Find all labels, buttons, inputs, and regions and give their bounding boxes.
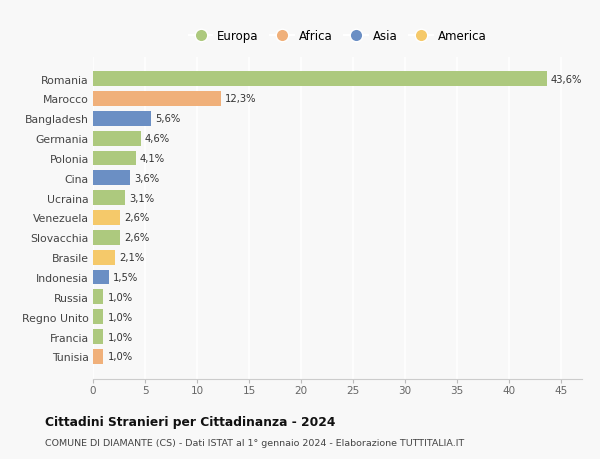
Bar: [93, 171, 130, 186]
Text: 1,0%: 1,0%: [107, 292, 133, 302]
Text: 2,6%: 2,6%: [124, 213, 149, 223]
Text: 2,1%: 2,1%: [119, 252, 144, 263]
Bar: [93, 330, 103, 344]
Text: 1,0%: 1,0%: [107, 352, 133, 362]
Text: 1,5%: 1,5%: [113, 273, 138, 282]
Bar: [93, 92, 221, 106]
Text: 3,1%: 3,1%: [130, 193, 155, 203]
Bar: [93, 310, 103, 325]
Bar: [93, 211, 120, 225]
Text: 4,6%: 4,6%: [145, 134, 170, 144]
Bar: [93, 131, 141, 146]
Text: COMUNE DI DIAMANTE (CS) - Dati ISTAT al 1° gennaio 2024 - Elaborazione TUTTITALI: COMUNE DI DIAMANTE (CS) - Dati ISTAT al …: [45, 438, 464, 448]
Text: 12,3%: 12,3%: [225, 94, 257, 104]
Text: 3,6%: 3,6%: [134, 174, 160, 184]
Bar: [93, 230, 120, 245]
Text: 4,1%: 4,1%: [140, 154, 165, 163]
Bar: [93, 191, 125, 206]
Bar: [93, 349, 103, 364]
Bar: [93, 112, 151, 126]
Bar: [93, 270, 109, 285]
Bar: [93, 72, 547, 87]
Bar: [93, 151, 136, 166]
Text: 43,6%: 43,6%: [551, 74, 582, 84]
Bar: [93, 250, 115, 265]
Bar: [93, 290, 103, 305]
Text: Cittadini Stranieri per Cittadinanza - 2024: Cittadini Stranieri per Cittadinanza - 2…: [45, 415, 335, 428]
Text: 1,0%: 1,0%: [107, 312, 133, 322]
Text: 1,0%: 1,0%: [107, 332, 133, 342]
Legend: Europa, Africa, Asia, America: Europa, Africa, Asia, America: [187, 28, 488, 45]
Text: 2,6%: 2,6%: [124, 233, 149, 243]
Text: 5,6%: 5,6%: [155, 114, 181, 124]
